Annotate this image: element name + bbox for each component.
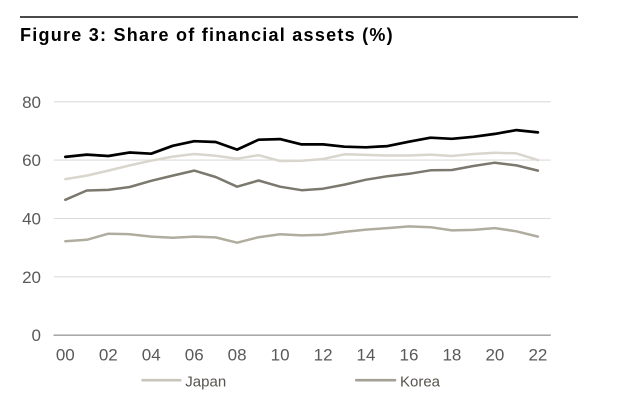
svg-text:40: 40 (22, 210, 41, 229)
svg-text:10: 10 (271, 345, 290, 364)
svg-text:18: 18 (442, 345, 461, 364)
svg-text:12: 12 (314, 345, 333, 364)
svg-text:22: 22 (528, 345, 547, 364)
svg-text:20: 20 (22, 268, 41, 287)
svg-text:02: 02 (99, 345, 118, 364)
svg-text:06: 06 (185, 345, 204, 364)
svg-text:14: 14 (357, 345, 376, 364)
svg-text:Korea: Korea (400, 373, 441, 390)
svg-text:08: 08 (228, 345, 247, 364)
svg-text:16: 16 (400, 345, 419, 364)
svg-text:04: 04 (142, 345, 161, 364)
svg-text:00: 00 (56, 345, 75, 364)
svg-text:80: 80 (22, 93, 41, 112)
svg-text:Japan: Japan (185, 373, 226, 390)
svg-text:0: 0 (32, 326, 41, 345)
svg-text:60: 60 (22, 151, 41, 170)
svg-text:20: 20 (485, 345, 504, 364)
